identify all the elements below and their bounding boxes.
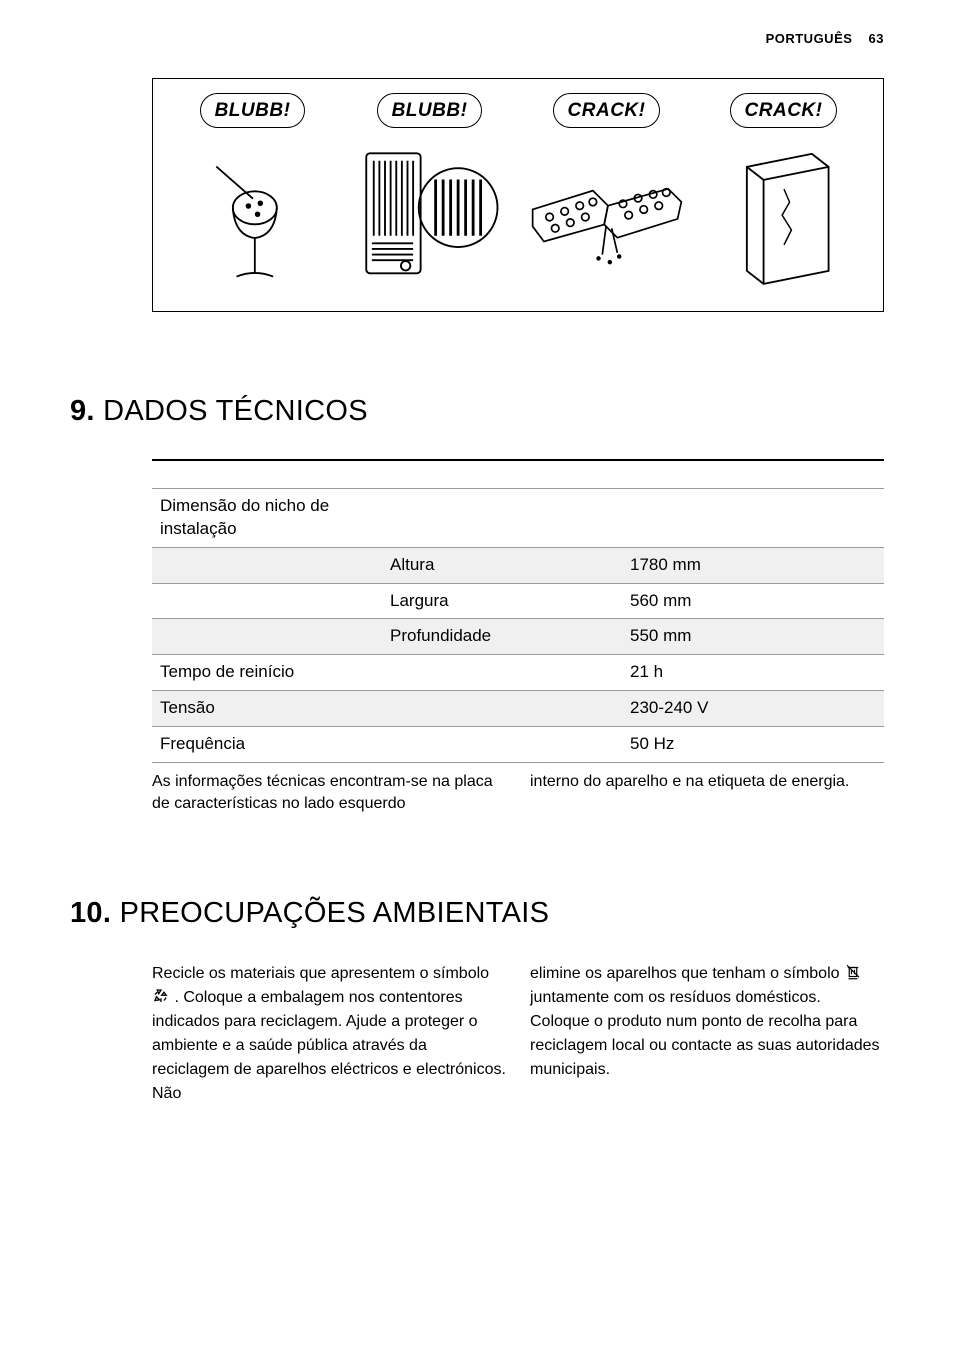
table-cell [630, 495, 876, 541]
env-text: Recicle os materiais que apresentem o sí… [152, 965, 489, 982]
table-row: Tempo de reinício 21 h [152, 655, 884, 691]
table-cell: Frequência [160, 733, 390, 756]
table-cell [160, 554, 390, 577]
section-title: PREOCUPAÇÕES AMBIENTAIS [120, 897, 550, 929]
table-cell: Tempo de reinício [160, 661, 390, 684]
tech-note-left: As informações técnicas encontram-se na … [152, 771, 506, 814]
table-cell: Largura [390, 590, 630, 613]
env-text: . Coloque a embalagem nos contentores in… [152, 989, 506, 1102]
speech-bubble: CRACK! [553, 93, 661, 129]
wine-glass-icon [171, 142, 334, 292]
diagram-panel-1: BLUBB! [171, 93, 334, 293]
table-cell: 21 h [630, 661, 876, 684]
table-cell [160, 590, 390, 613]
table-header-spacer [152, 461, 884, 489]
table-cell: 230-240 V [630, 697, 876, 720]
recycle-icon [152, 987, 170, 1005]
table-cell [160, 625, 390, 648]
noise-diagram: BLUBB! BLUBB! [152, 78, 884, 312]
header-lang: PORTUGUÊS [766, 31, 853, 46]
section-9-heading: 9. DADOS TÉCNICOS [70, 392, 884, 431]
weee-bin-icon [844, 963, 862, 981]
header-page: 63 [869, 31, 884, 46]
section-number: 10. [70, 897, 111, 929]
table-cell: 550 mm [630, 625, 876, 648]
table-row: Tensão 230-240 V [152, 691, 884, 727]
table-cell: 560 mm [630, 590, 876, 613]
speech-bubble: BLUBB! [200, 93, 306, 129]
table-cell: 50 Hz [630, 733, 876, 756]
table-cell [390, 733, 630, 756]
table-cell: Altura [390, 554, 630, 577]
page-header: PORTUGUÊS 63 [70, 30, 884, 48]
table-row: Profundidade550 mm [152, 619, 884, 655]
section-title: DADOS TÉCNICOS [103, 395, 368, 427]
section-10-heading: 10. PREOCUPAÇÕES AMBIENTAIS [70, 894, 884, 933]
table-cell [390, 495, 630, 541]
table-cell: Profundidade [390, 625, 630, 648]
table-cell: Tensão [160, 697, 390, 720]
tech-note: As informações técnicas encontram-se na … [152, 771, 884, 814]
speech-bubble: CRACK! [730, 93, 838, 129]
env-right-column: elimine os aparelhos que tenham o símbol… [530, 962, 884, 1106]
technical-data-table: Dimensão do nicho de instalaçãoAltura178… [152, 459, 884, 764]
tech-note-right: interno do aparelho e na etiqueta de ene… [530, 771, 884, 814]
diagram-panel-4: CRACK! [702, 93, 865, 293]
table-row: Frequência 50 Hz [152, 727, 884, 763]
env-text: juntamente com os resíduos domésticos. C… [530, 989, 880, 1078]
diagram-panel-3: CRACK! [525, 93, 688, 293]
env-text: elimine os aparelhos que tenham o símbol… [530, 965, 844, 982]
table-row: Dimensão do nicho de instalação [152, 489, 884, 548]
env-left-column: Recicle os materiais que apresentem o sí… [152, 962, 506, 1106]
table-cell [390, 661, 630, 684]
diagram-panel-2: BLUBB! [348, 93, 511, 293]
table-row: Largura560 mm [152, 584, 884, 620]
ice-tray-icon [525, 142, 688, 292]
table-cell [390, 697, 630, 720]
table-row: Altura1780 mm [152, 548, 884, 584]
speech-bubble: BLUBB! [377, 93, 483, 129]
section-number: 9. [70, 395, 95, 427]
table-cell: 1780 mm [630, 554, 876, 577]
fridge-coils-icon [348, 142, 511, 292]
table-cell: Dimensão do nicho de instalação [160, 495, 390, 541]
fridge-box-icon [702, 142, 865, 292]
environmental-text: Recicle os materiais que apresentem o sí… [152, 962, 884, 1106]
